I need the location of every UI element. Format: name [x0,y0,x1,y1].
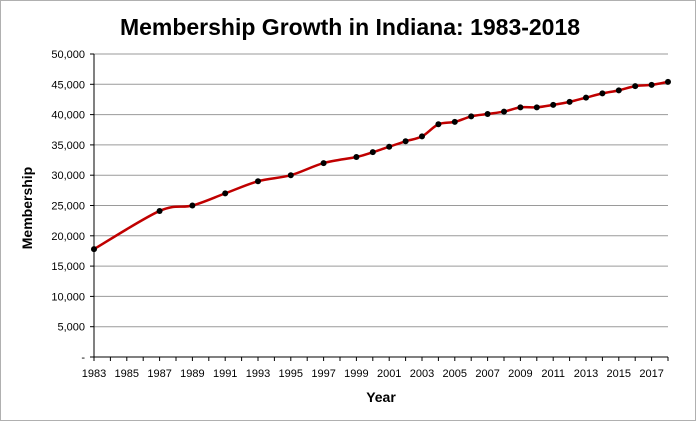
data-point [287,172,294,179]
y-tick-label: 25,000 [51,201,85,213]
data-point [320,160,327,167]
x-tick-label: 1993 [246,368,270,380]
y-tick-label: 30,000 [51,170,85,182]
chart-title: Membership Growth in Indiana: 1983-2018 [120,14,580,40]
x-tick-label: 2011 [541,368,565,380]
data-point [533,104,540,111]
x-tick-label: 1999 [344,368,368,380]
x-tick-label: 1997 [311,368,335,380]
x-tick-label: 1991 [213,368,237,380]
data-point [632,83,639,90]
data-point [222,190,229,197]
gridlines [94,53,668,328]
data-point [566,98,573,105]
axes [90,53,669,361]
data-point [91,246,97,253]
x-tick-label: 1987 [147,368,171,380]
y-tick-label: 40,000 [51,110,85,122]
x-tick-label: 2005 [443,368,467,380]
x-tick-label: 2013 [574,368,598,380]
y-tick-label: 20,000 [51,231,85,243]
data-point [386,143,393,150]
y-tick-label: 10,000 [51,291,85,303]
data-point [583,94,589,101]
data-point [484,110,491,117]
y-tick-label: 35,000 [51,140,85,152]
y-tick-label: 50,000 [51,49,85,61]
data-point [369,149,376,156]
y-axis-title: Membership [19,167,35,249]
data-point [255,178,261,185]
x-tick-label: 1983 [82,368,106,380]
x-tick-labels: 1983 1985 1987 1989 1991 1993 1995 1997 1999 2001… [82,368,664,380]
data-point [435,121,442,128]
data-point [599,90,606,97]
x-tick-label: 1995 [279,368,303,380]
x-tick-label: 1985 [115,368,139,380]
data-point [550,101,557,108]
data-point [451,118,458,125]
data-point [648,81,655,88]
x-tick-label: 2003 [410,368,434,380]
data-point [468,113,475,120]
data-point [156,207,163,214]
y-tick-labels: - 5,000 10,000 15,000 20,000 25,000 30,000 35,0… [51,49,85,364]
x-axis-title: Year [366,389,396,405]
data-point [501,108,507,115]
x-tick-label: 1989 [180,368,204,380]
y-tick-label: 15,000 [51,261,85,273]
data-point [353,154,360,161]
y-tick-label: - [81,352,85,364]
data-point [189,202,196,209]
data-point [665,78,671,85]
y-tick-label: 5,000 [57,322,85,334]
series-line [92,80,670,251]
data-point [615,87,622,94]
data-point [517,104,524,111]
x-tick-label: 2001 [377,368,401,380]
x-tick-label: 2015 [607,368,631,380]
data-point [419,133,425,140]
x-tick-label: 2007 [475,368,499,380]
y-tick-label: 45,000 [51,79,85,91]
series-layer [91,78,671,253]
x-tick-label: 2009 [508,368,532,380]
x-tick-label: 2017 [639,368,663,380]
data-point [402,138,409,145]
